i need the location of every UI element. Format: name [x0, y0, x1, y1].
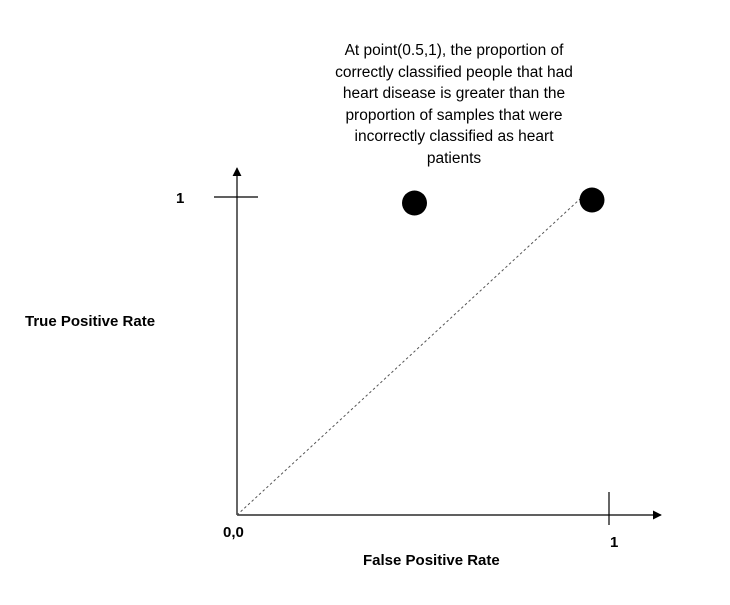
y-axis-label: True Positive Rate [25, 313, 155, 330]
diagonal-line [237, 199, 580, 515]
roc-point [402, 191, 427, 216]
x-axis-label: False Positive Rate [363, 552, 500, 569]
points-layer [402, 188, 605, 216]
roc-point [580, 188, 605, 213]
y-tick-label: 1 [176, 190, 184, 207]
origin-label: 0,0 [223, 524, 244, 541]
x-tick-label: 1 [610, 534, 618, 551]
